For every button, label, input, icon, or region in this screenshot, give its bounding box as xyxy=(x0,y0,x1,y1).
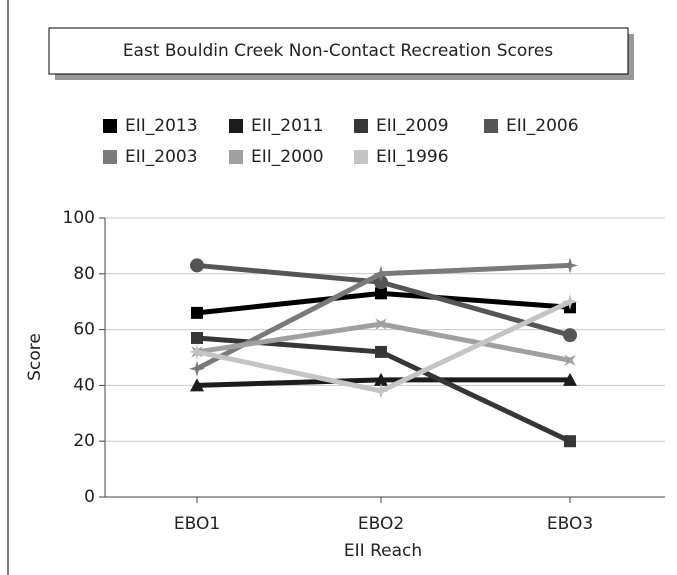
y-tick-label: 20 xyxy=(73,431,95,451)
legend-swatch xyxy=(229,119,243,133)
legend-label: EII_2000 xyxy=(251,147,324,167)
marker xyxy=(189,360,205,377)
legend-label: EII_2011 xyxy=(251,116,324,136)
marker xyxy=(375,318,387,330)
legend-swatch xyxy=(484,119,498,133)
legend-label: EII_2013 xyxy=(125,116,198,136)
marker xyxy=(373,383,389,399)
legend-swatch xyxy=(354,150,368,164)
marker xyxy=(374,275,388,290)
marker xyxy=(189,343,205,360)
marker xyxy=(564,435,576,448)
y-tick-label: 100 xyxy=(63,208,95,228)
marker xyxy=(563,372,577,386)
legend-label: EII_2003 xyxy=(125,147,198,167)
marker xyxy=(563,328,577,343)
legend-label: EII_2006 xyxy=(506,116,579,136)
marker xyxy=(562,257,578,274)
y-tick-label: 0 xyxy=(84,487,95,507)
x-tick-label: EBO2 xyxy=(358,514,404,534)
marker xyxy=(562,293,578,310)
y-axis-label: Score xyxy=(25,333,45,381)
chart-title: East Bouldin Creek Non-Contact Recreatio… xyxy=(123,41,553,61)
marker xyxy=(564,354,576,366)
legend-swatch xyxy=(354,119,368,133)
y-tick-label: 80 xyxy=(73,264,95,284)
y-tick-label: 40 xyxy=(73,375,95,395)
legend-label: EII_2009 xyxy=(376,116,449,136)
legend-swatch xyxy=(103,119,117,133)
x-tick-label: EBO1 xyxy=(174,514,220,534)
marker xyxy=(373,265,389,282)
marker xyxy=(375,287,387,300)
marker xyxy=(191,306,203,319)
marker xyxy=(374,372,388,386)
title-box xyxy=(48,27,629,75)
x-tick-label: EBO3 xyxy=(547,514,593,534)
y-tick-label: 60 xyxy=(73,320,95,340)
marker xyxy=(191,331,203,344)
marker xyxy=(190,378,204,392)
marker xyxy=(190,258,204,273)
legend-swatch xyxy=(103,150,117,164)
legend-label: EII_1996 xyxy=(376,147,449,167)
legend-swatch xyxy=(229,150,243,164)
marker xyxy=(375,345,387,358)
x-axis-label: EII Reach xyxy=(344,541,422,561)
